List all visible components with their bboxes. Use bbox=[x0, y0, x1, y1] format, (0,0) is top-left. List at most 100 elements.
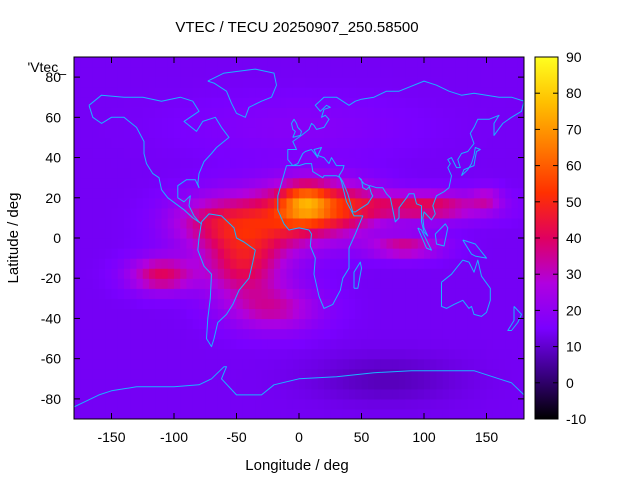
heatmap-cell bbox=[92, 368, 100, 380]
heatmap-cell bbox=[361, 388, 369, 400]
heatmap-cell bbox=[424, 318, 431, 330]
heatmap-cell bbox=[342, 137, 350, 149]
heatmap-cell bbox=[211, 207, 219, 219]
heatmap-cell bbox=[155, 378, 163, 390]
heatmap-cell bbox=[424, 358, 431, 370]
heatmap-cell bbox=[492, 248, 500, 259]
heatmap-cell bbox=[492, 348, 500, 360]
heatmap-cell bbox=[74, 268, 81, 279]
heatmap-cell bbox=[124, 398, 131, 410]
heatmap-cell bbox=[136, 177, 144, 189]
heatmap-cell bbox=[274, 187, 281, 199]
heatmap-cell bbox=[236, 318, 244, 330]
heatmap-cell bbox=[117, 137, 125, 149]
heatmap-cell bbox=[386, 167, 394, 179]
heatmap-cell bbox=[80, 117, 88, 128]
heatmap-cell bbox=[436, 67, 444, 78]
heatmap-cell bbox=[486, 268, 494, 279]
heatmap-cell bbox=[155, 328, 163, 340]
heatmap-cell bbox=[292, 227, 300, 239]
heatmap-cell bbox=[74, 97, 81, 108]
heatmap-cell bbox=[186, 147, 194, 159]
heatmap-cell bbox=[386, 338, 394, 350]
heatmap-cell bbox=[174, 278, 181, 289]
heatmap-cell bbox=[211, 97, 219, 108]
heatmap-cell bbox=[392, 57, 400, 68]
heatmap-cell bbox=[361, 217, 369, 229]
heatmap-cell bbox=[486, 167, 494, 179]
heatmap-cell bbox=[86, 177, 94, 189]
heatmap-cell bbox=[142, 248, 150, 259]
heatmap-cell bbox=[330, 147, 338, 159]
heatmap-cell bbox=[249, 358, 256, 370]
heatmap-cell bbox=[505, 167, 513, 179]
heatmap-cell bbox=[136, 217, 144, 229]
heatmap-cell bbox=[361, 258, 369, 269]
heatmap-cell bbox=[74, 167, 81, 179]
heatmap-cell bbox=[380, 368, 388, 380]
heatmap-cell bbox=[411, 77, 419, 88]
heatmap-cell bbox=[505, 288, 513, 299]
heatmap-cell bbox=[374, 408, 381, 419]
heatmap-cell bbox=[461, 87, 469, 98]
heatmap-cell bbox=[517, 167, 524, 179]
heatmap-cell bbox=[511, 378, 519, 390]
heatmap-cell bbox=[411, 368, 419, 380]
heatmap-cell bbox=[436, 227, 444, 239]
heatmap-cell bbox=[292, 107, 300, 118]
heatmap-cell bbox=[499, 87, 506, 98]
heatmap-cell bbox=[92, 97, 100, 108]
heatmap-cell bbox=[280, 97, 288, 108]
heatmap-cell bbox=[474, 328, 481, 340]
heatmap-cell bbox=[380, 258, 388, 269]
heatmap-cell bbox=[80, 127, 88, 139]
heatmap-cell bbox=[280, 207, 288, 219]
heatmap-cell bbox=[242, 388, 250, 400]
heatmap-cell bbox=[517, 67, 524, 78]
heatmap-cell bbox=[424, 388, 431, 400]
heatmap-cell bbox=[280, 248, 288, 259]
heatmap-cell bbox=[442, 398, 450, 410]
heatmap-cell bbox=[499, 388, 506, 400]
heatmap-cell bbox=[199, 87, 206, 98]
heatmap-cell bbox=[192, 368, 200, 380]
heatmap-cell bbox=[117, 117, 125, 128]
heatmap-cell bbox=[517, 358, 524, 370]
heatmap-cell bbox=[292, 248, 300, 259]
heatmap-cell bbox=[292, 298, 300, 309]
heatmap-cell bbox=[255, 328, 263, 340]
heatmap-cell bbox=[324, 57, 331, 68]
heatmap-cell bbox=[499, 187, 506, 199]
heatmap-cell bbox=[99, 368, 106, 380]
heatmap-cell bbox=[336, 288, 344, 299]
heatmap-cell bbox=[92, 127, 100, 139]
heatmap-cell bbox=[130, 177, 138, 189]
heatmap-cell bbox=[186, 177, 194, 189]
heatmap-cell bbox=[367, 127, 375, 139]
heatmap-cell bbox=[236, 338, 244, 350]
heatmap-cell bbox=[192, 197, 200, 209]
heatmap-cell bbox=[286, 408, 294, 419]
heatmap-cell bbox=[149, 268, 156, 279]
heatmap-cell bbox=[99, 187, 106, 199]
heatmap-cell bbox=[411, 147, 419, 159]
heatmap-cell bbox=[349, 197, 356, 209]
heatmap-cell bbox=[355, 117, 363, 128]
heatmap-cell bbox=[80, 288, 88, 299]
heatmap-cell bbox=[99, 308, 106, 320]
heatmap-cell bbox=[317, 318, 325, 330]
heatmap-cell bbox=[286, 117, 294, 128]
heatmap-cell bbox=[305, 308, 313, 320]
heatmap-cell bbox=[505, 298, 513, 309]
heatmap-cell bbox=[417, 408, 425, 419]
heatmap-cell bbox=[211, 288, 219, 299]
heatmap-cell bbox=[511, 67, 519, 78]
heatmap-cell bbox=[180, 137, 188, 149]
heatmap-cell bbox=[292, 278, 300, 289]
heatmap-cell bbox=[192, 187, 200, 199]
heatmap-cell bbox=[236, 378, 244, 390]
heatmap-cell bbox=[224, 378, 231, 390]
heatmap-cell bbox=[280, 177, 288, 189]
heatmap-cell bbox=[124, 268, 131, 279]
heatmap-cell bbox=[374, 278, 381, 289]
